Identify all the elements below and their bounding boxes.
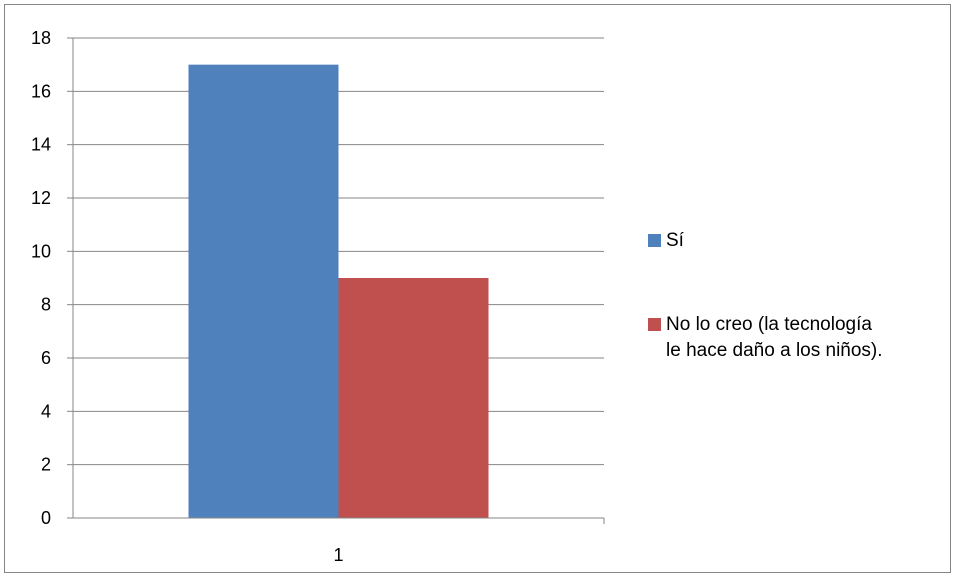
legend-label-no-lo-creo: No lo creo (la tecnología le hace daño a…: [666, 314, 883, 361]
x-tick-label: 1: [333, 545, 343, 565]
y-tick-label: 8: [41, 295, 51, 315]
legend-label-si: Sí: [666, 230, 684, 251]
y-tick-label: 2: [41, 455, 51, 475]
y-tick-label: 16: [31, 81, 51, 101]
y-tick-label: 14: [31, 135, 51, 155]
y-tick-label: 6: [41, 348, 51, 368]
y-tick-label: 12: [31, 188, 51, 208]
x-axis-tick-labels: 1: [333, 545, 343, 565]
legend-item-si: Sí: [648, 228, 948, 254]
bar-series-1-cat-0: [338, 278, 489, 518]
y-axis-tick-labels: 0 2 4 6 8 10 12 14 16 18: [31, 28, 51, 528]
axes: [72, 38, 605, 524]
bars: [188, 64, 489, 519]
legend-swatch-no-lo-creo: [648, 318, 661, 331]
legend-item-no-lo-creo: No lo creo (la tecnología le hace daño a…: [648, 312, 948, 364]
bar-series-0-cat-0: [188, 64, 339, 519]
y-tick-label: 10: [31, 241, 51, 261]
y-tick-label: 4: [41, 401, 51, 421]
y-tick-label: 18: [31, 28, 51, 48]
legend-swatch-si: [648, 234, 661, 247]
y-tick-label: 0: [41, 508, 51, 528]
